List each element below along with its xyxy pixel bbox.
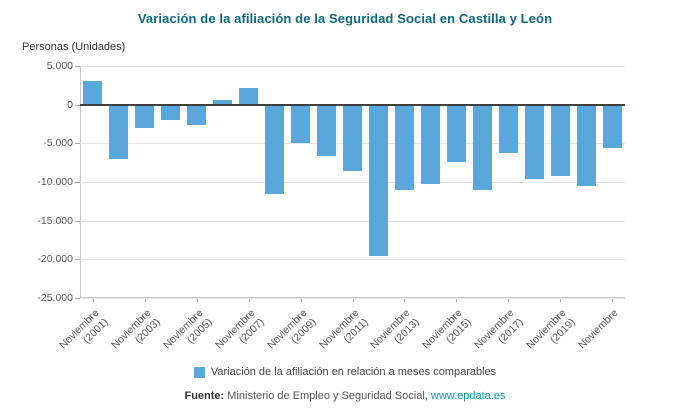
y-tick-mark [75, 182, 80, 183]
x-tick-mark [560, 298, 562, 302]
y-tick-mark [75, 259, 80, 261]
x-tick-mark [404, 298, 406, 302]
y-tick-label: -15.000 [37, 214, 73, 227]
y-gridline [80, 298, 625, 299]
bar-noviembre-2007 [239, 87, 259, 105]
y-gridline [80, 182, 625, 183]
x-tick-mark [300, 298, 302, 302]
y-tick-mark [75, 220, 80, 222]
legend-item[interactable]: Variación de la afiliación en relación a… [0, 366, 690, 378]
bar-noviembre-2002 [109, 104, 129, 159]
y-tick-label: -5.000 [43, 137, 73, 150]
y-tick-mark [75, 66, 80, 67]
zero-line [80, 103, 625, 106]
x-tick-mark [508, 298, 510, 302]
source-text: Ministerio de Empleo y Seguridad Social, [224, 390, 431, 402]
epdata-link[interactable]: www.epdata.es [430, 390, 506, 402]
x-tick-mark [352, 298, 354, 302]
bar-noviembre-2010 [317, 104, 337, 156]
bar-noviembre-2018 [524, 104, 544, 179]
bar-noviembre-2006 [213, 100, 233, 105]
y-tick-label: 0 [67, 98, 73, 111]
bar-noviembre-2020 [576, 104, 596, 186]
bar-noviembre-2009 [291, 104, 311, 144]
bar-noviembre-2001 [83, 81, 103, 105]
bar-noviembre-2012 [368, 104, 388, 257]
y-tick-label: -25.000 [37, 292, 73, 304]
y-axis-title: Personas (Unidades) [22, 41, 126, 53]
x-tick-mark [92, 298, 94, 302]
x-tick-mark [456, 298, 458, 302]
bar-noviembre-2021 [602, 104, 622, 148]
bar-noviembre-2011 [343, 104, 362, 172]
bar-noviembre-2008 [265, 104, 285, 195]
y-tick-mark [75, 104, 80, 106]
y-tick-mark [75, 143, 80, 145]
y-gridline [80, 259, 625, 261]
legend-marker-square [193, 366, 205, 378]
bar-noviembre-2019 [550, 104, 570, 176]
y-gridline [80, 220, 625, 222]
bar-noviembre-2016 [472, 104, 492, 191]
y-tick-label: -20.000 [37, 253, 73, 266]
bar-noviembre-2005 [187, 104, 207, 125]
bar-noviembre-2015 [446, 104, 466, 162]
x-tick-mark [196, 298, 198, 302]
bar-noviembre-2014 [420, 104, 440, 184]
y-tick-label: 5.000 [46, 60, 73, 72]
source-line: Fuente: Ministerio de Empleo y Seguridad… [0, 390, 690, 402]
x-axis-line [80, 297, 625, 298]
x-tick-mark [144, 298, 146, 302]
source-prefix: Fuente: [184, 390, 225, 402]
y-gridline [80, 66, 625, 67]
plot-area: 5.000 0 -5.000 -10.000 -15.000 -20.000 -25.000… [37, 60, 625, 351]
legend-label: Variación de la afiliación en relación a… [210, 366, 497, 378]
bar-noviembre-2004 [161, 104, 181, 121]
bar-noviembre-2013 [394, 104, 414, 190]
bar-noviembre-2017 [498, 104, 518, 153]
y-tick-label: -10.000 [37, 176, 73, 188]
x-tick-mark [612, 298, 614, 302]
x-tick-mark [248, 298, 250, 302]
bar-noviembre-2003 [135, 104, 155, 128]
y-tick-mark [75, 298, 80, 299]
chart-title: Variación de la afiliación de la Segurid… [137, 11, 553, 26]
